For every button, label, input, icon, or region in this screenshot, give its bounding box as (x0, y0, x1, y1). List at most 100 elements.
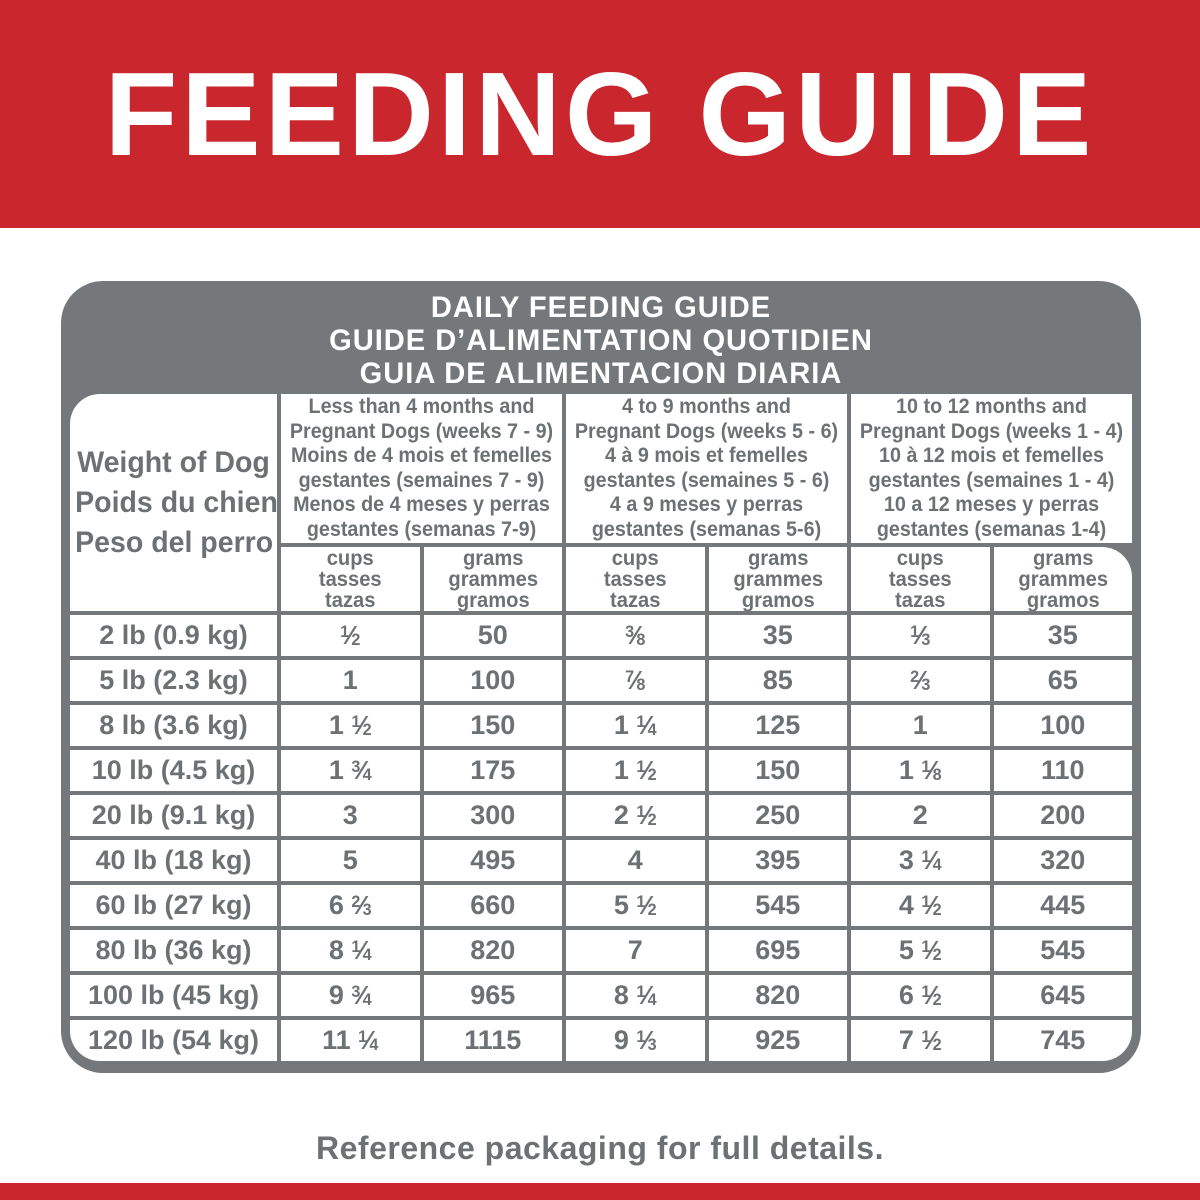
age-group-header-line: Menos de 4 meses y perras (293, 493, 550, 516)
cups-value-cell: 5 (281, 840, 420, 881)
weight-cell: 5 lb (2.3 kg) (70, 660, 277, 701)
table-row: 5 lb (2.3 kg) 1 100 7⁄8 85 2⁄3 65 (70, 660, 1132, 701)
table-row: 2 lb (0.9 kg) 1⁄2 50 3⁄8 35 1⁄3 35 (70, 615, 1132, 656)
feeding-table: Weight of Dog Poids du chien Peso del perr… (66, 390, 1136, 1065)
weight-cell: 80 lb (36 kg) (70, 930, 277, 971)
grams-value-cell: 445 (993, 885, 1132, 926)
age-group-header-cell: 10 to 12 months and Pregnant Dogs (weeks … (851, 394, 1132, 543)
grams-value-cell: 320 (993, 840, 1132, 881)
grams-value-cell: 545 (993, 930, 1132, 971)
age-group-header-line: gestantes (semaines 7 - 9) (298, 468, 545, 492)
age-group-header-line: gestantes (semanas 5-6) (591, 517, 822, 541)
grams-header-line: gramos (1026, 588, 1100, 611)
cups-header-line: cups (611, 547, 659, 570)
grams-value-cell: 545 (708, 885, 847, 926)
grams-value-cell: 175 (423, 750, 562, 791)
grams-value-cell: 660 (423, 885, 562, 926)
daily-feeding-guide-card: DAILY FEEDING GUIDE GUIDE D’ALIMENTATION… (61, 281, 1141, 1073)
grams-header-line: grammes (447, 567, 538, 591)
grams-header-line: gramos (456, 588, 530, 611)
cups-header-cell: cups tasses tazas (851, 547, 990, 611)
grams-value-cell: 150 (708, 750, 847, 791)
age-group-header-line: 10 to 12 months and (896, 395, 1087, 418)
table-row: 100 lb (45 kg) 9 3⁄4 965 8 1⁄4 820 6 1⁄2 645 (70, 975, 1132, 1016)
cups-value-cell: 7⁄8 (566, 660, 705, 701)
grams-header-cell: grams grammes gramos (708, 547, 847, 611)
cups-value-cell: 8 1⁄4 (566, 975, 705, 1016)
cups-value-cell: 1 (851, 705, 990, 746)
cups-header-line: tazas (325, 588, 376, 611)
cups-value-cell: 7 1⁄2 (851, 1020, 990, 1061)
age-group-header-line: Less than 4 months and (308, 395, 535, 418)
weight-cell: 120 lb (54 kg) (70, 1020, 277, 1061)
age-group-header-cell: 4 to 9 months and Pregnant Dogs (weeks 5 … (566, 394, 847, 543)
grams-header-cell: grams grammes gramos (423, 547, 562, 611)
grams-value-cell: 925 (708, 1020, 847, 1061)
cups-header-line: cups (326, 547, 374, 570)
table-row: 10 lb (4.5 kg) 1 3⁄4 175 1 1⁄2 150 1 1⁄8 110 (70, 750, 1132, 791)
grams-value-cell: 395 (708, 840, 847, 881)
age-group-header-line: 4 à 9 mois et femelles (604, 444, 808, 467)
cups-value-cell: 1 1⁄4 (566, 705, 705, 746)
cups-value-cell: 2 (851, 795, 990, 836)
age-group-header-line: gestantes (semaines 5 - 6) (583, 468, 830, 492)
grams-value-cell: 695 (708, 930, 847, 971)
grams-header-line: grams (462, 547, 524, 570)
grams-header-line: grammes (732, 567, 823, 591)
weight-cell: 40 lb (18 kg) (70, 840, 277, 881)
age-group-header-line: 10 à 12 mois et femelles (879, 444, 1104, 467)
grams-value-cell: 300 (423, 795, 562, 836)
table-row: 40 lb (18 kg) 5 495 4 395 3 1⁄4 320 (70, 840, 1132, 881)
age-group-header-line: 10 a 12 meses y perras (883, 493, 1100, 516)
age-group-header-line: gestantes (semanas 7-9) (306, 517, 537, 541)
grams-value-cell: 820 (423, 930, 562, 971)
grams-value-cell: 495 (423, 840, 562, 881)
age-group-header-line: 4 a 9 meses y perras (609, 493, 804, 516)
grams-value-cell: 1115 (423, 1020, 562, 1061)
cups-header-line: tazas (610, 588, 661, 611)
cups-value-cell: 4 (566, 840, 705, 881)
feeding-guide-banner: FEEDING GUIDE (0, 0, 1200, 228)
age-group-header-line: gestantes (semaines 1 - 4) (868, 468, 1115, 492)
cups-value-cell: 4 1⁄2 (851, 885, 990, 926)
grams-value-cell: 85 (708, 660, 847, 701)
cups-value-cell: 7 (566, 930, 705, 971)
age-group-header-line: 4 to 9 months and (622, 395, 791, 418)
weight-cell: 20 lb (9.1 kg) (70, 795, 277, 836)
grams-header-line: grams (1032, 547, 1094, 570)
card-title: DAILY FEEDING GUIDE GUIDE D’ALIMENTATION… (66, 281, 1136, 390)
weight-cell: 10 lb (4.5 kg) (70, 750, 277, 791)
cups-value-cell: 1⁄3 (851, 615, 990, 656)
cups-header-line: cups (896, 547, 944, 570)
grams-value-cell: 125 (708, 705, 847, 746)
cups-value-cell: 8 1⁄4 (281, 930, 420, 971)
cups-value-cell: 6 2⁄3 (281, 885, 420, 926)
feeding-guide-title: FEEDING GUIDE (104, 47, 1096, 181)
cups-value-cell: 3 1⁄4 (851, 840, 990, 881)
card-title-line-es: GUIA DE ALIMENTACION DIARIA (359, 357, 843, 390)
age-group-header-line: gestantes (semanas 1-4) (876, 517, 1107, 541)
cups-value-cell: 1⁄2 (281, 615, 420, 656)
bottom-red-strip (0, 1183, 1200, 1200)
age-group-header-line: Pregnant Dogs (weeks 7 - 9) (289, 419, 554, 443)
grams-value-cell: 200 (993, 795, 1132, 836)
weight-header-line: Peso del perro (75, 525, 274, 559)
grams-value-cell: 50 (423, 615, 562, 656)
cups-header-cell: cups tasses tazas (281, 547, 420, 611)
grams-value-cell: 965 (423, 975, 562, 1016)
card-title-line-fr: GUIDE D’ALIMENTATION QUOTIDIEN (329, 324, 873, 357)
grams-value-cell: 35 (708, 615, 847, 656)
weight-of-dog-header-cell: Weight of Dog Poids du chien Peso del perr… (70, 394, 277, 611)
grams-value-cell: 745 (993, 1020, 1132, 1061)
cups-value-cell: 2⁄3 (851, 660, 990, 701)
grams-value-cell: 250 (708, 795, 847, 836)
cups-value-cell: 1 1⁄2 (281, 705, 420, 746)
cups-header-line: tasses (318, 567, 382, 591)
age-group-header-line: Pregnant Dogs (weeks 1 - 4) (859, 419, 1124, 443)
grams-value-cell: 100 (423, 660, 562, 701)
cups-header-line: tasses (888, 567, 952, 591)
grams-value-cell: 100 (993, 705, 1132, 746)
grams-value-cell: 150 (423, 705, 562, 746)
table-row: 20 lb (9.1 kg) 3 300 2 1⁄2 250 2 200 (70, 795, 1132, 836)
